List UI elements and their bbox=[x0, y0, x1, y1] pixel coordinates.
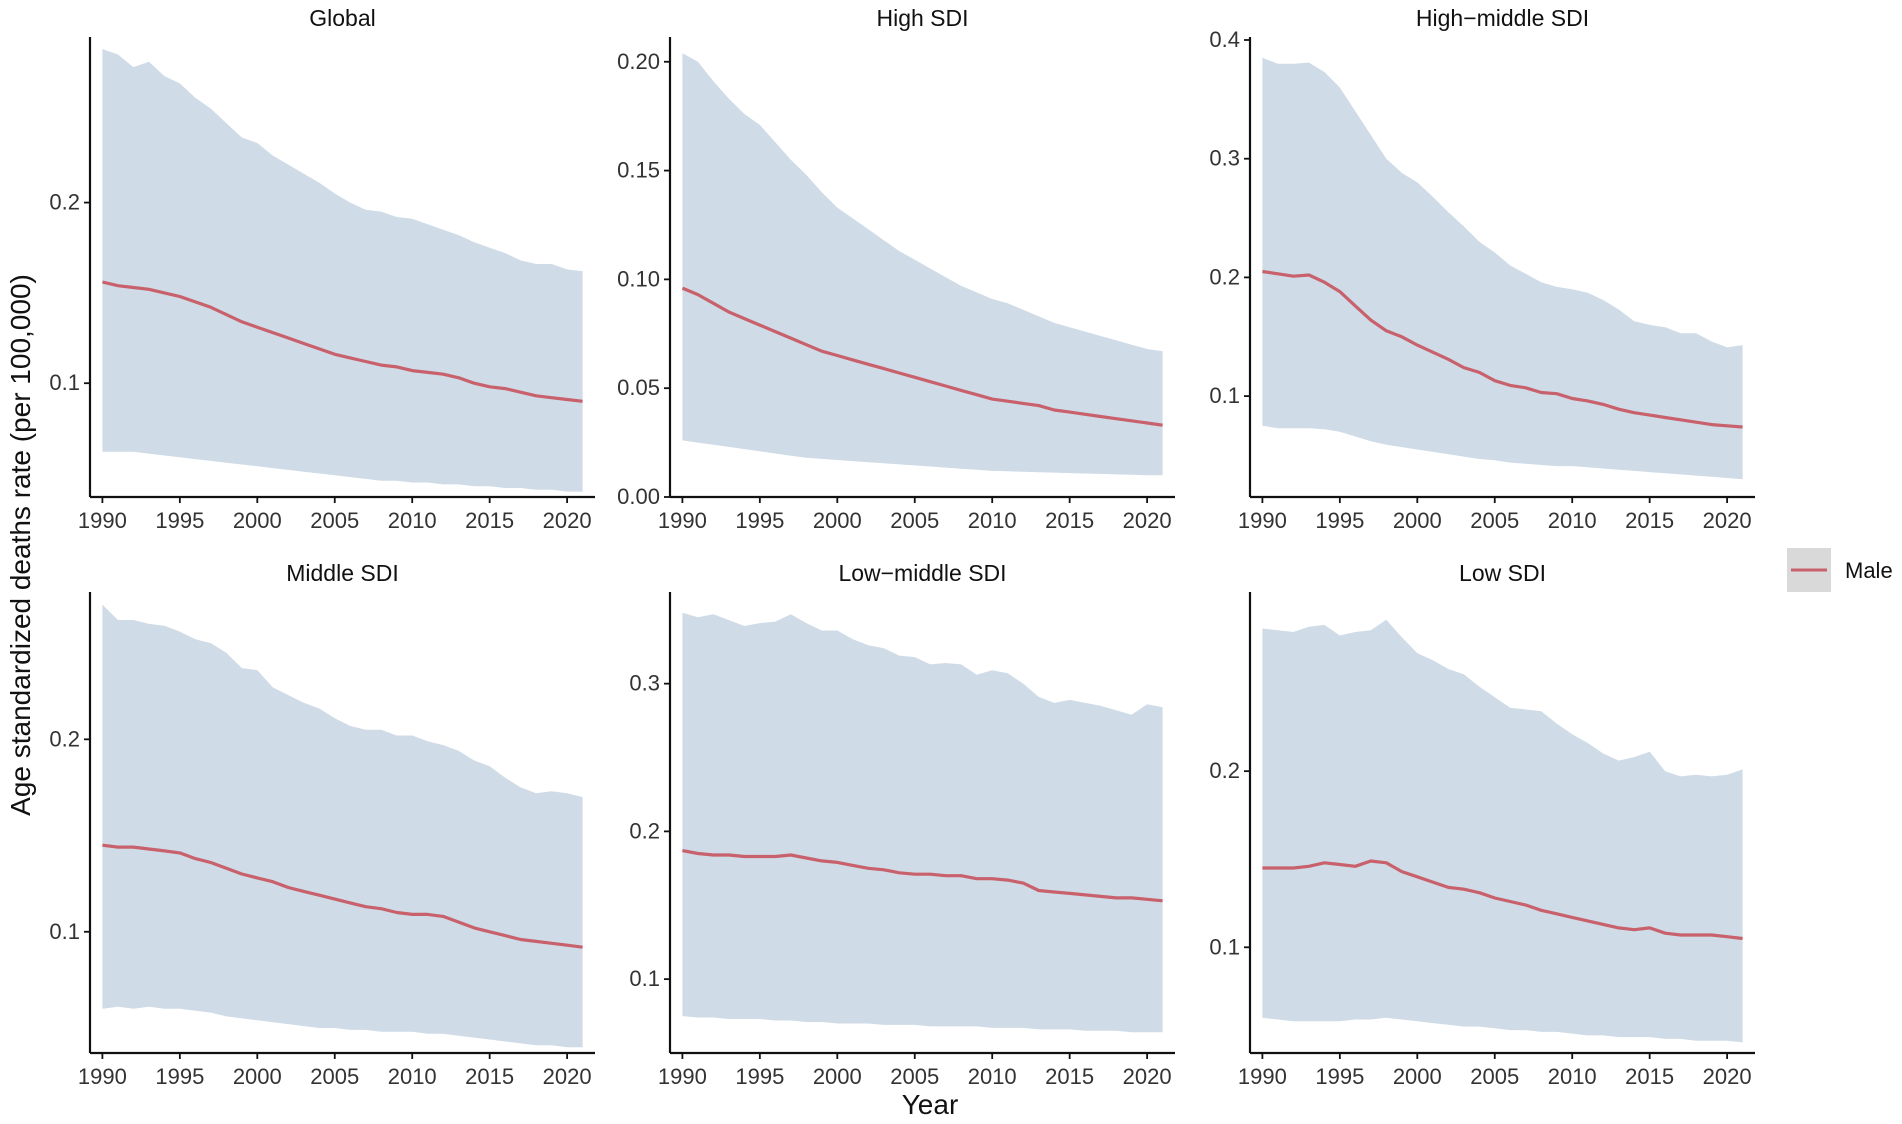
x-tick-label: 2010 bbox=[1548, 508, 1597, 533]
y-tick-label: 0.00 bbox=[617, 484, 660, 509]
legend: Male bbox=[1787, 548, 1893, 592]
uncertainty-band-high-middle-sdi bbox=[1262, 57, 1743, 480]
x-tick-label: 2020 bbox=[543, 1064, 592, 1089]
x-tick-label: 1990 bbox=[78, 508, 127, 533]
y-tick-label: 0.3 bbox=[629, 671, 660, 696]
x-axis-title: Year bbox=[902, 1089, 959, 1120]
x-tick-label: 2015 bbox=[1045, 1064, 1094, 1089]
y-tick-label: 0.15 bbox=[617, 158, 660, 183]
series-line-male-high-sdi bbox=[681, 286, 1163, 427]
y-tick-label: 0.2 bbox=[1209, 264, 1240, 289]
x-tick-label: 2015 bbox=[465, 508, 514, 533]
panels: Global 0.1 0.2 1990 1995 2000 2005 2010 2015 2020… bbox=[49, 5, 1755, 1089]
y-tick-label: 0.1 bbox=[629, 966, 660, 991]
uncertainty-band-middle-sdi bbox=[102, 604, 583, 1048]
x-tick-label: 1990 bbox=[658, 1064, 707, 1089]
x-tick-label: 2015 bbox=[465, 1064, 514, 1089]
x-tick-label: 2000 bbox=[1393, 1064, 1442, 1089]
x-tick-label: 1995 bbox=[1315, 508, 1364, 533]
x-tick-label: 1995 bbox=[155, 1064, 204, 1089]
uncertainty-band-low-middle-sdi bbox=[682, 612, 1163, 1033]
panel-title-global: Global bbox=[309, 5, 375, 31]
x-tick-label: 2010 bbox=[1548, 1064, 1597, 1089]
x-tick-label: 1995 bbox=[1315, 1064, 1364, 1089]
x-tick-label: 2015 bbox=[1625, 1064, 1674, 1089]
y-axis-title: Age standardized deaths rate (per 100,00… bbox=[5, 274, 36, 816]
x-tick-label: 1990 bbox=[78, 1064, 127, 1089]
y-tick-label: 0.2 bbox=[629, 818, 660, 843]
panel-title-low-sdi: Low SDI bbox=[1459, 560, 1546, 586]
legend-label-male: Male bbox=[1845, 558, 1893, 583]
x-tick-label: 2005 bbox=[310, 1064, 359, 1089]
x-tick-label: 2005 bbox=[1470, 508, 1519, 533]
y-tick-label: 0.20 bbox=[617, 49, 660, 74]
uncertainty-band-global bbox=[102, 49, 583, 492]
x-tick-label: 1995 bbox=[735, 508, 784, 533]
x-tick-label: 2020 bbox=[1123, 1064, 1172, 1089]
x-tick-label: 2015 bbox=[1625, 508, 1674, 533]
series-line-male-low-middle-sdi bbox=[682, 849, 1163, 903]
x-tick-label: 2020 bbox=[1123, 508, 1172, 533]
x-tick-label: 2015 bbox=[1045, 508, 1094, 533]
x-tick-label: 2005 bbox=[890, 1064, 939, 1089]
y-tick-label: 0.2 bbox=[49, 726, 80, 751]
x-tick-label: 2020 bbox=[543, 508, 592, 533]
x-tick-label: 2000 bbox=[813, 508, 862, 533]
x-tick-label: 2010 bbox=[968, 508, 1017, 533]
x-tick-label: 1990 bbox=[658, 508, 707, 533]
x-tick-label: 2010 bbox=[388, 508, 437, 533]
series-line-male-middle-sdi bbox=[102, 843, 583, 949]
series-line-male-high-middle-sdi bbox=[1262, 269, 1743, 429]
panel-title-middle-sdi: Middle SDI bbox=[286, 560, 398, 586]
x-tick-label: 2000 bbox=[1393, 508, 1442, 533]
panel-title-high-middle-sdi: High−middle SDI bbox=[1416, 5, 1589, 31]
x-tick-label: 1990 bbox=[1238, 508, 1287, 533]
x-tick-label: 2005 bbox=[310, 508, 359, 533]
y-tick-label: 0.1 bbox=[49, 919, 80, 944]
x-tick-label: 2000 bbox=[233, 508, 282, 533]
panel-low-sdi: Low SDI 0.1 0.2 1990 1995 2000 2005 2010 2015 202… bbox=[1209, 560, 1755, 1089]
uncertainty-band-low-sdi bbox=[1262, 619, 1743, 1043]
x-tick-label: 2005 bbox=[1470, 1064, 1519, 1089]
x-tick-label: 2000 bbox=[233, 1064, 282, 1089]
y-tick-label: 0.1 bbox=[49, 370, 80, 395]
series-line-male-low-sdi bbox=[1262, 859, 1743, 941]
panel-title-low-middle-sdi: Low−middle SDI bbox=[838, 560, 1006, 586]
y-tick-label: 0.10 bbox=[617, 266, 660, 291]
x-tick-label: 1995 bbox=[155, 508, 204, 533]
x-tick-label: 2020 bbox=[1703, 1064, 1752, 1089]
panel-middle-sdi: Middle SDI 0.1 0.2 1990 1995 2000 2005 2010 2015… bbox=[49, 560, 595, 1089]
panel-high-sdi: High SDI 0.00 0.05 0.10 0.15 0.20 1990 1995 2000… bbox=[617, 5, 1175, 533]
x-tick-label: 2010 bbox=[968, 1064, 1017, 1089]
y-tick-label: 0.1 bbox=[1209, 934, 1240, 959]
panel-low-middle-sdi: Low−middle SDI 0.1 0.2 0.3 1990 1995 2000 2005 2… bbox=[629, 560, 1175, 1089]
y-tick-label: 0.2 bbox=[1209, 758, 1240, 783]
series-line-male-global bbox=[102, 280, 583, 403]
panel-title-high-sdi: High SDI bbox=[876, 5, 968, 31]
y-tick-label: 0.05 bbox=[617, 375, 660, 400]
x-tick-label: 2020 bbox=[1703, 508, 1752, 533]
y-tick-label: 0.3 bbox=[1209, 146, 1240, 171]
uncertainty-band-high-sdi bbox=[682, 53, 1163, 476]
x-tick-label: 2000 bbox=[813, 1064, 862, 1089]
x-tick-label: 2005 bbox=[890, 508, 939, 533]
y-tick-label: 0.4 bbox=[1209, 27, 1240, 52]
y-tick-label: 0.1 bbox=[1209, 383, 1240, 408]
panel-high-middle-sdi: High−middle SDI 0.1 0.2 0.3 0.4 1990 1995 2000 2… bbox=[1209, 5, 1755, 533]
x-tick-label: 2010 bbox=[388, 1064, 437, 1089]
panel-global: Global 0.1 0.2 1990 1995 2000 2005 2010 2015 2020 bbox=[49, 5, 595, 533]
x-tick-label: 1995 bbox=[735, 1064, 784, 1089]
y-tick-label: 0.2 bbox=[49, 190, 80, 215]
x-tick-label: 1990 bbox=[1238, 1064, 1287, 1089]
